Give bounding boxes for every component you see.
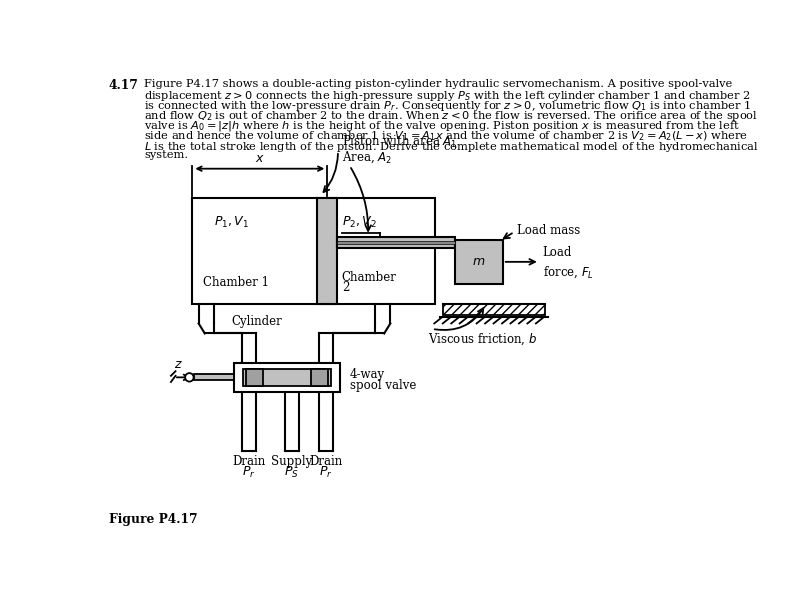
Text: $P_1,V_1$: $P_1,V_1$: [214, 215, 249, 230]
Text: 4.17: 4.17: [108, 79, 138, 92]
Text: Supply: Supply: [271, 455, 312, 468]
Text: Viscous friction, $b$: Viscous friction, $b$: [428, 332, 537, 347]
Text: and flow $Q_2$ is out of chamber 2 to the drain. When $z<0$ the flow is reversed: and flow $Q_2$ is out of chamber 2 to th…: [144, 109, 758, 123]
Text: valve is $A_0=|z|h$ where $h$ is the height of the valve opening. Piston positio: valve is $A_0=|z|h$ where $h$ is the hei…: [144, 119, 740, 133]
Text: Area, $A_2$: Area, $A_2$: [342, 149, 392, 165]
Bar: [247, 369, 263, 386]
Circle shape: [185, 373, 193, 382]
Bar: [337, 241, 455, 244]
Text: Figure P4.17 shows a double-acting piston-cylinder hydraulic servomechanism. A p: Figure P4.17 shows a double-acting pisto…: [144, 79, 732, 88]
Text: 2: 2: [342, 281, 349, 294]
Text: Piston with area $A_1$: Piston with area $A_1$: [342, 134, 457, 150]
Bar: [337, 237, 455, 248]
Text: $L$ is the total stroke length of the piston. Derive the complete mathematical m: $L$ is the total stroke length of the pi…: [144, 140, 759, 154]
Bar: [443, 304, 545, 315]
Bar: [244, 369, 331, 386]
Text: $P_r$: $P_r$: [319, 465, 332, 480]
Text: Load mass: Load mass: [517, 224, 580, 237]
Text: system.: system.: [144, 149, 188, 160]
Text: $P_S$: $P_S$: [285, 465, 299, 480]
Text: Drain: Drain: [309, 455, 342, 468]
Bar: [193, 198, 435, 304]
Text: $x$: $x$: [255, 152, 265, 165]
Text: $z$: $z$: [174, 358, 183, 371]
Text: spool valve: spool valve: [349, 379, 416, 392]
Text: displacement $z>0$ connects the high-pressure supply $P_S$ with the left cylinde: displacement $z>0$ connects the high-pre…: [144, 88, 751, 102]
Text: $P_2,V_2$: $P_2,V_2$: [342, 215, 377, 230]
Text: Chamber: Chamber: [342, 271, 396, 284]
Bar: [311, 369, 328, 386]
Text: side and hence the volume of chamber 1 is $V_1=A_1x$ and the volume of chamber 2: side and hence the volume of chamber 1 i…: [144, 129, 748, 143]
Text: is connected with the low-pressure drain $P_r$. Consequently for $z>0$, volumetr: is connected with the low-pressure drain…: [144, 99, 751, 113]
Text: force, $F_L$: force, $F_L$: [543, 265, 594, 281]
Text: $m$: $m$: [472, 256, 485, 268]
Bar: [194, 375, 234, 381]
Bar: [455, 240, 502, 284]
Text: $P_r$: $P_r$: [242, 465, 256, 480]
Text: Figure P4.17: Figure P4.17: [108, 513, 197, 526]
Bar: [317, 198, 337, 304]
Text: Load: Load: [543, 246, 572, 259]
Text: Cylinder: Cylinder: [231, 315, 282, 328]
Bar: [234, 363, 341, 392]
Text: Chamber 1: Chamber 1: [203, 276, 269, 289]
Text: Drain: Drain: [232, 455, 265, 468]
Text: 4-way: 4-way: [349, 368, 384, 381]
